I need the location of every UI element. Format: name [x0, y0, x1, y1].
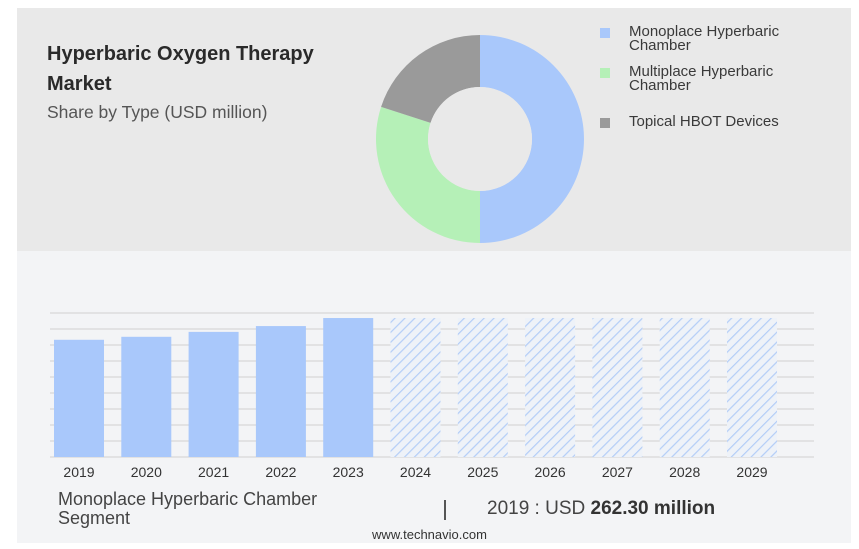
- donut-hole: [428, 87, 532, 191]
- bar-2022: [255, 326, 306, 457]
- bar-2024: [390, 318, 441, 457]
- bar-2023: [323, 318, 374, 457]
- bar-2019: [54, 339, 104, 457]
- source-url: www.technavio.com: [372, 527, 487, 542]
- value-prefix: 2019 : USD: [487, 498, 586, 519]
- x-tick-label-2020: 2020: [131, 464, 162, 480]
- bar-2021: [188, 331, 239, 457]
- legend-item-topical: Topical HBOT Devices: [598, 113, 838, 130]
- x-tick-label-2021: 2021: [198, 464, 229, 480]
- legend-label-topical: Topical HBOT Devices: [629, 113, 779, 130]
- legend-label-multiplace: Multiplace Hyperbaric Chamber: [629, 63, 774, 94]
- x-tick-label-2024: 2024: [400, 464, 431, 480]
- donut-chart: [376, 35, 584, 243]
- bar-2025: [457, 318, 508, 457]
- bar-2026: [525, 318, 576, 457]
- x-tick-label-2023: 2023: [333, 464, 364, 480]
- x-tick-label-2022: 2022: [265, 464, 296, 480]
- legend-swatch-topical: [600, 118, 610, 128]
- bar-2027: [592, 318, 643, 457]
- bar-2020: [121, 336, 172, 457]
- donut-slice-multiplace-hyperbaric-chamber: [376, 106, 480, 243]
- value-number: 262.30 million: [590, 498, 716, 519]
- chart-subtitle: Share by Type (USD million): [47, 102, 268, 122]
- legend-item-multiplace: Multiplace Hyperbaric Chamber: [598, 63, 838, 94]
- bar-chart: 2019 2020 2021 2022 2023 2024 2025 2026 2027 2028…: [50, 312, 814, 480]
- x-tick-label-2026: 2026: [535, 464, 566, 480]
- x-tick-label-2025: 2025: [467, 464, 498, 480]
- legend-item-monoplace: Monoplace Hyperbaric Chamber: [598, 23, 838, 54]
- segment-label: Monoplace Hyperbaric Chamber Segment: [58, 489, 318, 528]
- x-tick-label-2027: 2027: [602, 464, 633, 480]
- legend: Monoplace Hyperbaric Chamber Multiplace …: [598, 23, 838, 130]
- legend-swatch-multiplace: [600, 68, 610, 78]
- bar-2029: [727, 318, 777, 457]
- chart-title: Hyperbaric Oxygen Therapy Market: [47, 43, 314, 95]
- x-tick-label-2028: 2028: [669, 464, 700, 480]
- donut-slice-topical-hbot-devices: [381, 35, 480, 123]
- segment-value: 2019 : USD 262.30 million: [487, 498, 715, 520]
- footer-divider: [444, 500, 446, 520]
- x-tick-label-2019: 2019: [63, 464, 94, 480]
- x-tick-label-2029: 2029: [736, 464, 767, 480]
- legend-swatch-monoplace: [600, 28, 610, 38]
- legend-label-monoplace: Monoplace Hyperbaric Chamber: [629, 23, 780, 54]
- bar-2028: [659, 318, 710, 457]
